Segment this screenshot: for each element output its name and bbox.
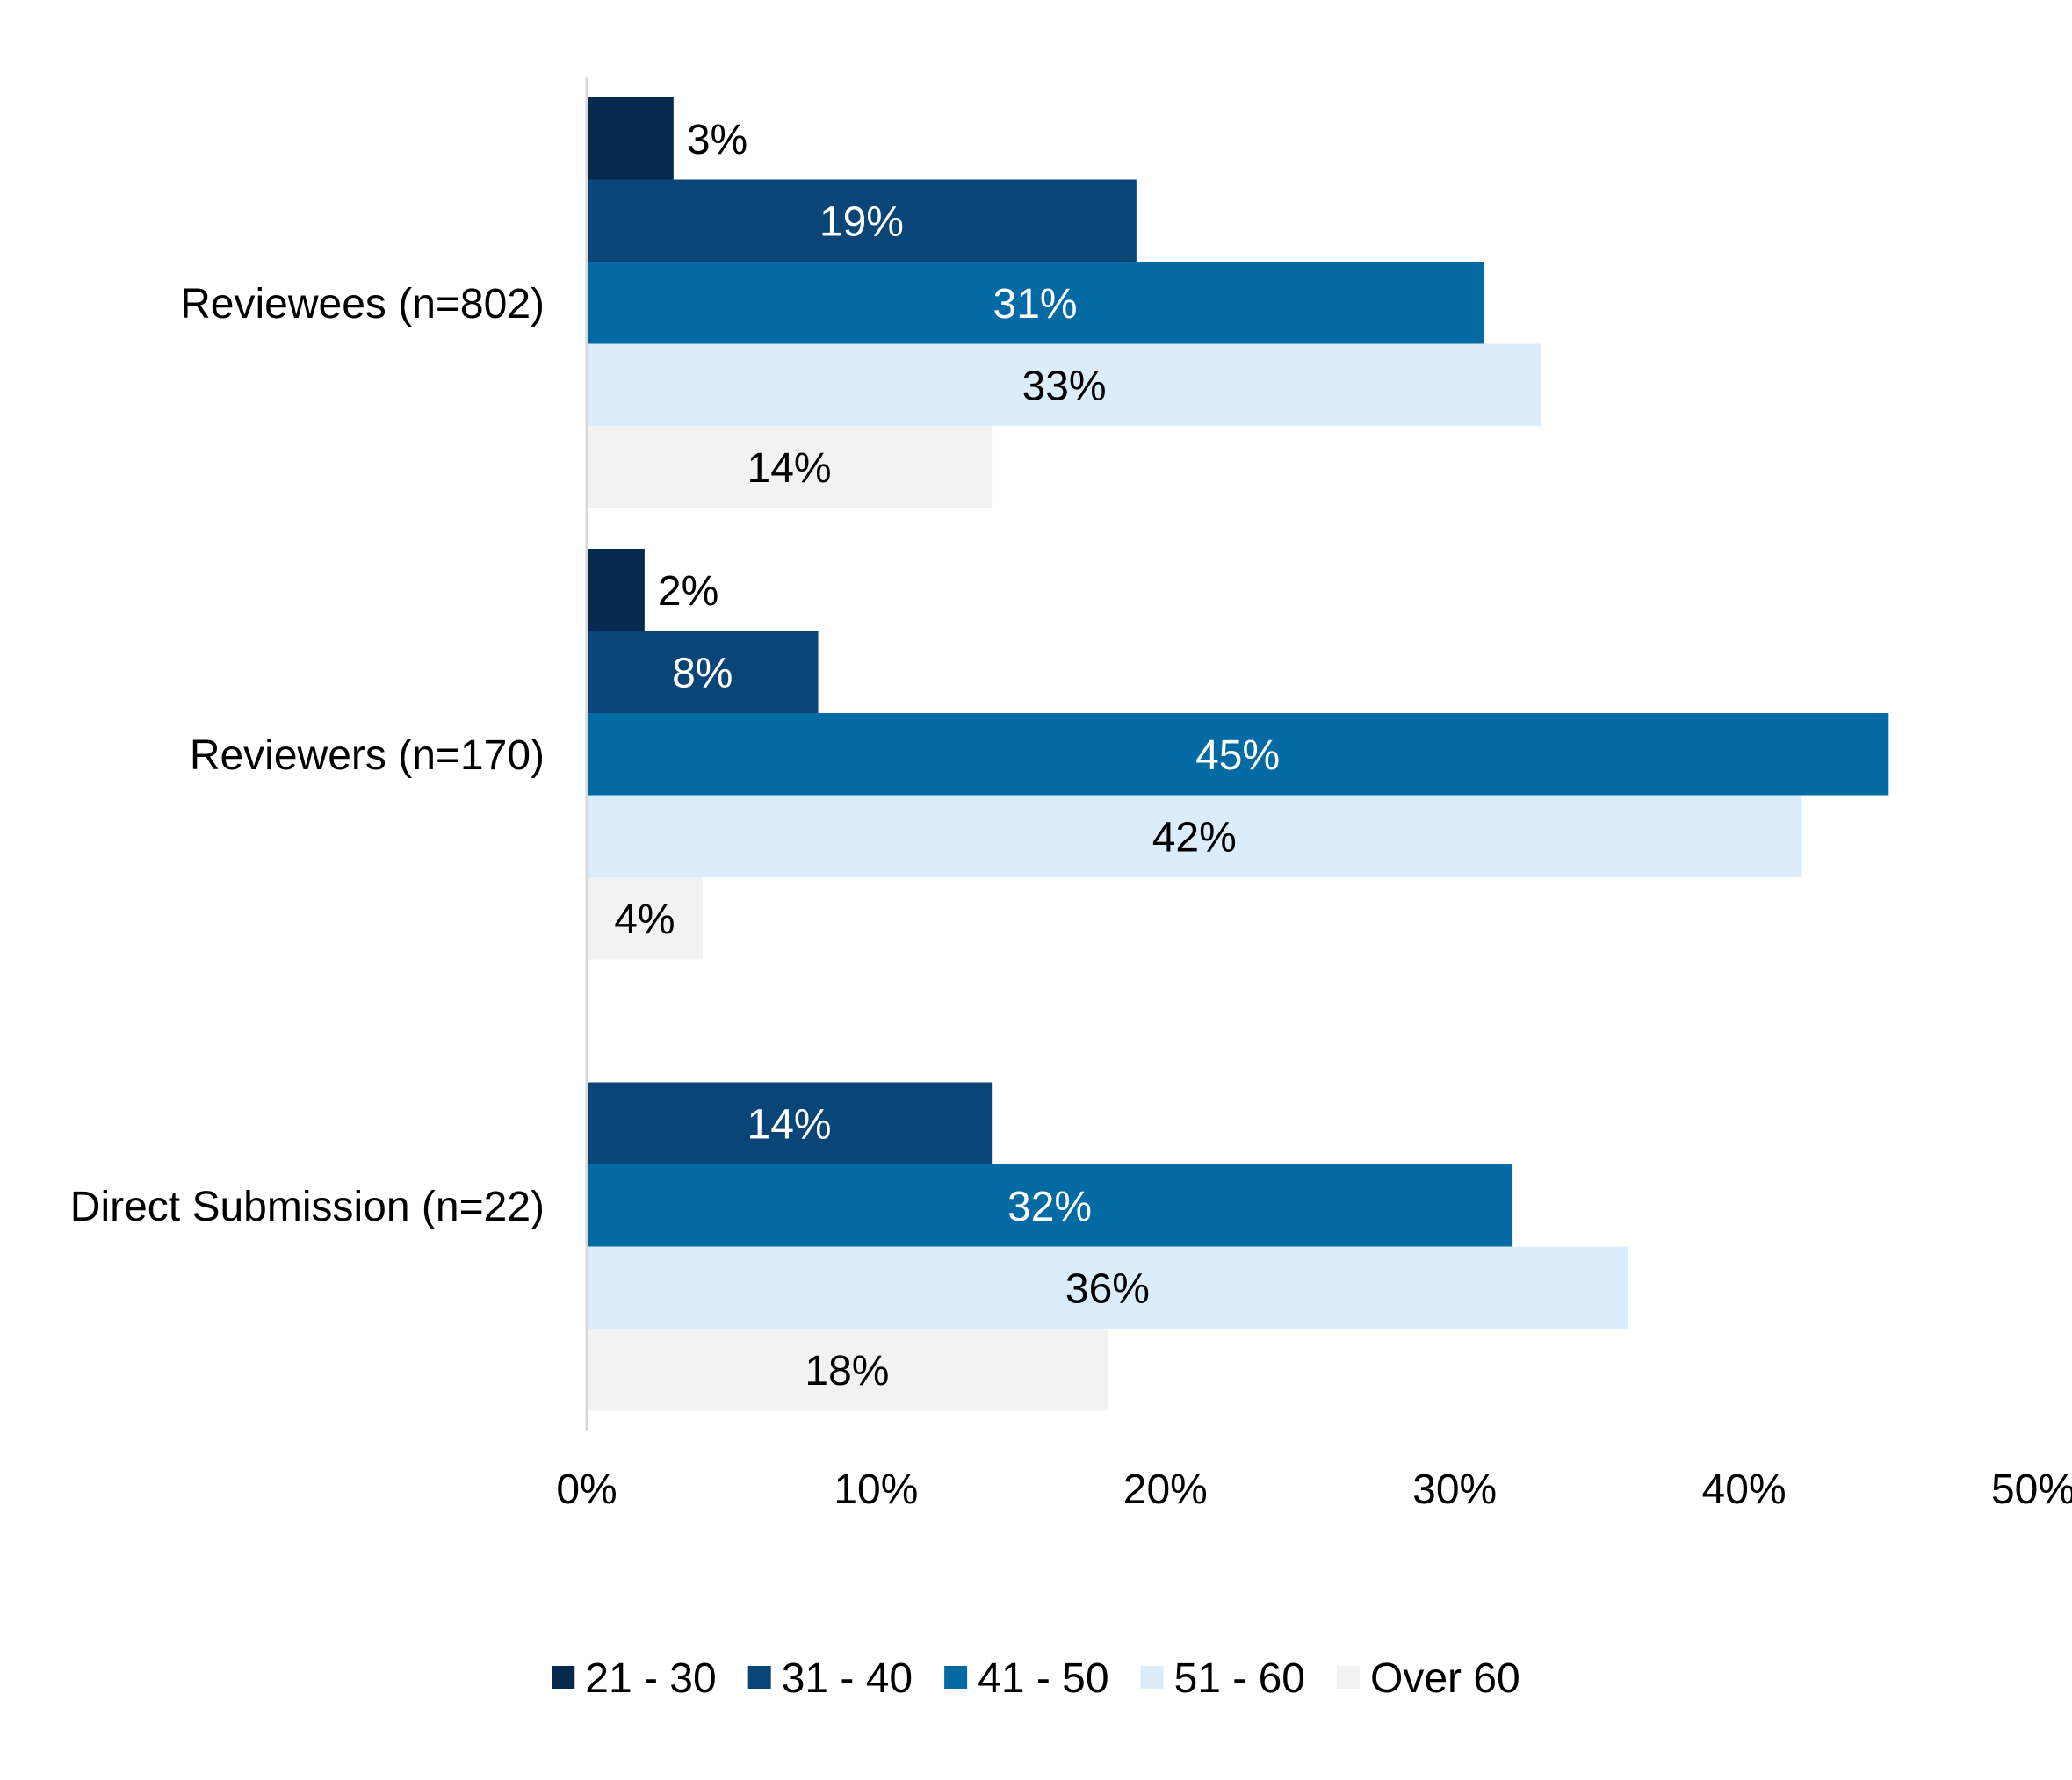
legend-swatch-3 <box>1140 1666 1164 1689</box>
data-labels-layer: 3% 19% 31% 33% 14% 2% 8% 45% 42% 4% 14% 32% 36% 18% <box>614 117 1280 1394</box>
category-label-2: Direct Submission (n=22) <box>70 1184 545 1230</box>
data-label-0-2: 31% <box>993 281 1078 328</box>
data-label-2-4: 18% <box>805 1348 889 1394</box>
bar-1-2 <box>587 713 1889 796</box>
tick-label-5: 50% <box>1991 1467 2072 1513</box>
data-label-1-0: 2% <box>658 568 718 615</box>
bar-1-0 <box>587 549 645 631</box>
bar-0-0 <box>587 97 674 180</box>
category-labels: Reviewees (n=802) Reviewers (n=170) Direct… <box>70 281 545 1230</box>
category-label-1: Reviewers (n=170) <box>190 732 545 779</box>
data-label-2-2: 32% <box>1007 1184 1092 1230</box>
tick-label-3: 30% <box>1412 1467 1497 1513</box>
bar-0-2 <box>587 262 1484 344</box>
data-label-1-3: 42% <box>1152 814 1237 861</box>
legend-label-2: 41 - 50 <box>978 1655 1108 1702</box>
legend-swatch-0 <box>552 1666 575 1689</box>
bars-layer <box>587 97 1889 1411</box>
tick-label-2: 20% <box>1123 1467 1208 1513</box>
legend-label-1: 31 - 40 <box>782 1655 913 1702</box>
legend-label-3: 51 - 60 <box>1174 1655 1305 1702</box>
bar-1-3 <box>587 795 1802 877</box>
data-label-1-1: 8% <box>672 650 733 696</box>
data-label-0-0: 3% <box>687 117 747 163</box>
bar-1-4 <box>587 877 703 960</box>
category-label-0: Reviewees (n=802) <box>180 281 545 328</box>
bar-0-4 <box>587 426 993 508</box>
data-label-2-1: 14% <box>747 1101 832 1148</box>
tick-label-4: 40% <box>1702 1467 1787 1513</box>
bar-1-1 <box>587 631 819 713</box>
data-label-0-4: 14% <box>747 445 832 492</box>
data-label-0-1: 19% <box>819 198 904 245</box>
bar-2-3 <box>587 1246 1628 1329</box>
bar-2-1 <box>587 1082 993 1164</box>
bar-2-2 <box>587 1164 1513 1247</box>
legend: 21 - 30 31 - 40 41 - 50 51 - 60 Over 60 <box>552 1655 1520 1702</box>
legend-swatch-1 <box>747 1666 771 1689</box>
data-label-0-3: 33% <box>1022 363 1106 409</box>
value-axis-ticks: 0% 10% 20% 30% 40% 50% <box>556 1467 2072 1513</box>
legend-swatch-4 <box>1337 1666 1360 1689</box>
tick-label-1: 10% <box>834 1467 918 1513</box>
data-label-1-4: 4% <box>614 897 675 943</box>
legend-swatch-2 <box>944 1666 968 1689</box>
bar-0-3 <box>587 343 1542 426</box>
legend-label-0: 21 - 30 <box>585 1655 716 1702</box>
bar-0-1 <box>587 179 1137 262</box>
legend-label-4: Over 60 <box>1370 1655 1520 1702</box>
tick-label-0: 0% <box>556 1467 617 1513</box>
data-label-2-3: 36% <box>1065 1265 1150 1312</box>
bar-2-4 <box>587 1329 1108 1411</box>
data-label-1-2: 45% <box>1195 732 1280 779</box>
